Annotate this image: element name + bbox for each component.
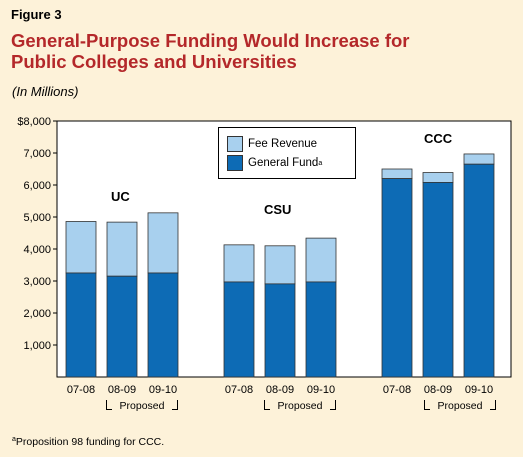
title-line-2: Public Colleges and Universities: [11, 51, 297, 72]
proposed-bracket-csu: Proposed: [264, 398, 336, 412]
legend-label-fee-revenue: Fee Revenue: [248, 138, 318, 150]
x-tick-label: 08-09: [108, 384, 136, 396]
bar-general-fund-ccc-08-09: [422, 182, 454, 378]
bar-fee-revenue-csu-09-10: [305, 237, 337, 283]
footnote-marker: a: [12, 436, 16, 443]
y-tick-label: 4,000: [23, 244, 51, 256]
x-tick-label: 09-10: [149, 384, 177, 396]
chart-title: General-Purpose Funding Would Increase f…: [11, 30, 511, 72]
bar-fee-revenue-ccc-07-08: [381, 168, 413, 179]
x-tick-label: 07-08: [225, 384, 253, 396]
bar-fee-revenue-uc-07-08: [65, 221, 97, 274]
bar-general-fund-ccc-07-08: [381, 178, 413, 378]
x-tick-label: 09-10: [307, 384, 335, 396]
y-tick-label: 2,000: [23, 308, 51, 320]
bar-fee-revenue-uc-09-10: [147, 212, 179, 274]
group-label-csu: CSU: [264, 202, 292, 217]
bar-fee-revenue-ccc-09-10: [463, 153, 495, 165]
group-label-uc: UC: [111, 189, 130, 204]
proposed-label-ccc: Proposed: [437, 400, 483, 412]
legend-footnote-marker: a: [318, 159, 323, 167]
footnote: aProposition 98 funding for CCC.: [12, 436, 164, 448]
bar-fee-revenue-ccc-08-09: [422, 172, 454, 183]
proposed-bracket-ccc: Proposed: [424, 398, 496, 412]
bar-general-fund-csu-07-08: [223, 281, 255, 378]
legend-item-fee-revenue: Fee Revenue: [227, 136, 317, 152]
proposed-label-csu: Proposed: [277, 400, 323, 412]
y-tick-label: $8,000: [17, 116, 51, 128]
legend-item-general-fund: General Fund a: [227, 155, 322, 171]
figure-label: Figure 3: [11, 7, 62, 22]
legend-swatch-general-fund: [227, 155, 243, 171]
x-tick-label: 08-09: [266, 384, 294, 396]
units-label: (In Millions): [12, 84, 79, 99]
y-tick-label: 3,000: [23, 276, 51, 288]
y-tick-label: 7,000: [23, 148, 51, 160]
bar-general-fund-uc-07-08: [65, 272, 97, 378]
y-tick-label: 5,000: [23, 212, 51, 224]
bar-general-fund-csu-09-10: [305, 281, 337, 378]
x-tick-label: 08-09: [424, 384, 452, 396]
x-tick-label: 07-08: [67, 384, 95, 396]
y-tick-label: 6,000: [23, 180, 51, 192]
y-tick-label: 1,000: [23, 340, 51, 352]
bar-general-fund-uc-09-10: [147, 272, 179, 378]
group-label-ccc: CCC: [424, 131, 453, 146]
legend-swatch-fee-revenue: [227, 136, 243, 152]
proposed-bracket-uc: Proposed: [106, 398, 178, 412]
title-line-1: General-Purpose Funding Would Increase f…: [11, 30, 410, 51]
legend: Fee Revenue General Fund a: [218, 127, 356, 179]
bar-fee-revenue-csu-07-08: [223, 244, 255, 283]
x-tick-label: 09-10: [465, 384, 493, 396]
bar-fee-revenue-csu-08-09: [264, 245, 296, 285]
bar-general-fund-uc-08-09: [106, 275, 138, 378]
bar-fee-revenue-uc-08-09: [106, 221, 138, 277]
footnote-text: Proposition 98 funding for CCC.: [15, 436, 165, 448]
legend-label-general-fund: General Fund: [248, 157, 319, 169]
bar-general-fund-csu-08-09: [264, 283, 296, 378]
x-tick-label: 07-08: [383, 384, 411, 396]
proposed-label-uc: Proposed: [119, 400, 165, 412]
bar-general-fund-ccc-09-10: [463, 163, 495, 378]
